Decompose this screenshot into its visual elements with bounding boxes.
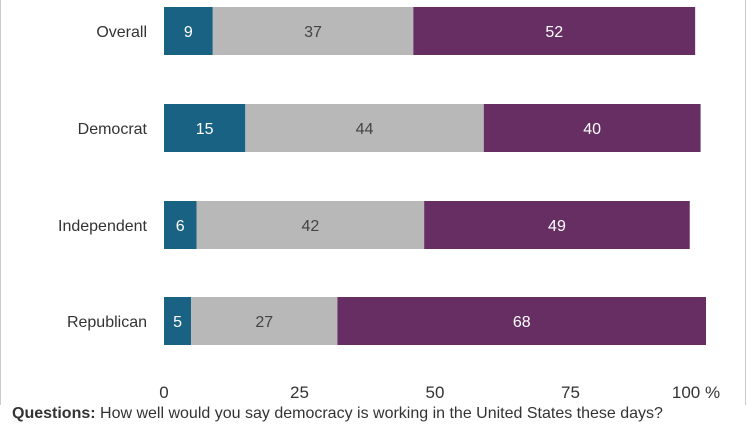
data-label-democrat-2: 44 (356, 121, 374, 138)
bar-segment-independent-3 (424, 201, 690, 249)
bar-segment-overall-1 (164, 7, 213, 55)
data-label-democrat-1: 15 (196, 121, 214, 138)
bar-segment-independent-2 (196, 201, 425, 249)
right-frame-line (745, 0, 746, 405)
data-label-independent-2: 42 (301, 218, 319, 235)
footnote-label: Questions: (12, 405, 96, 422)
data-label-republican-2: 27 (255, 314, 273, 331)
data-label-overall-1: 9 (184, 24, 193, 41)
data-label-overall-3: 52 (545, 24, 563, 41)
data-label-republican-3: 68 (513, 314, 531, 331)
category-label-republican: Republican (67, 314, 147, 331)
bar-segment-independent-1 (164, 201, 197, 249)
data-label-independent-1: 6 (176, 218, 185, 235)
x-tick-label-0: 0 (159, 383, 168, 402)
x-tick-label-75: 75 (561, 383, 580, 402)
left-frame-line (0, 0, 1, 405)
bar-segment-republican-2 (191, 297, 338, 345)
bar-segment-democrat-3 (483, 104, 701, 152)
data-label-independent-3: 49 (548, 218, 566, 235)
x-tick-label-25: 25 (290, 383, 309, 402)
data-label-overall-2: 37 (304, 24, 322, 41)
category-label-democrat: Democrat (78, 121, 148, 138)
x-tick-label-100: 100 % (672, 383, 720, 402)
bar-segment-republican-3 (337, 297, 706, 345)
category-label-overall: Overall (96, 24, 147, 41)
bar-segment-democrat-2 (245, 104, 484, 152)
bar-segment-republican-1 (164, 297, 192, 345)
data-label-democrat-3: 40 (583, 121, 601, 138)
footnote: Questions: How well would you say democr… (12, 405, 663, 423)
x-tick-label-50: 50 (426, 383, 445, 402)
data-label-republican-1: 5 (173, 314, 182, 331)
bar-segment-overall-3 (413, 7, 696, 55)
category-label-independent: Independent (58, 218, 148, 235)
bar-segment-democrat-1 (164, 104, 246, 152)
bar-segment-overall-2 (212, 7, 414, 55)
footnote-text: How well would you say democracy is work… (100, 405, 663, 422)
